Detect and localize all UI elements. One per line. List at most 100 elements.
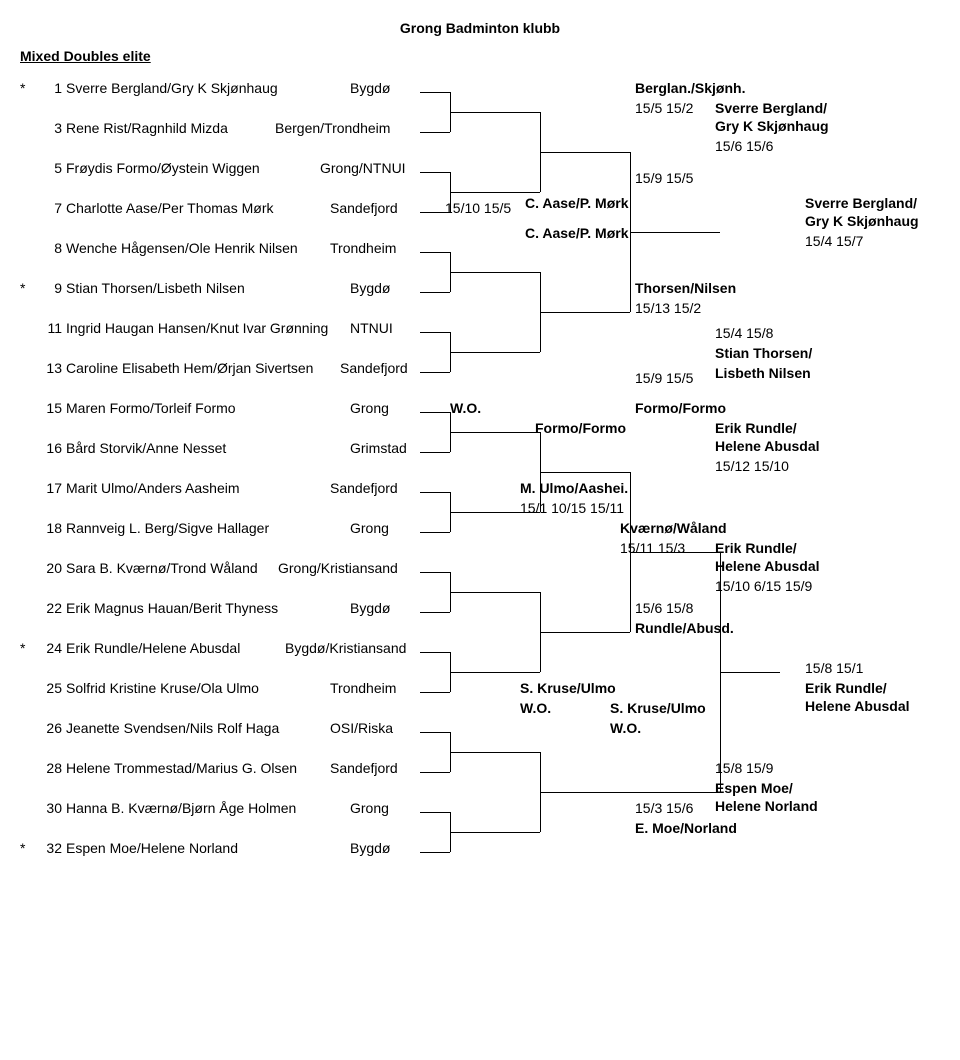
connector	[420, 532, 450, 533]
club-name: Grong/Kristiansand	[278, 560, 398, 576]
pair-name: Rannveig L. Berg/Sigve Hallager	[66, 520, 269, 536]
connector	[450, 112, 540, 113]
connector	[420, 852, 450, 853]
connector	[420, 812, 450, 813]
score-label: 15/4 15/7	[805, 233, 863, 249]
pair-name: Wenche Hågensen/Ole Henrik Nilsen	[66, 240, 298, 256]
score-label: 15/11 15/3	[620, 540, 685, 556]
club-name: Bygdø	[350, 280, 390, 296]
connector	[450, 432, 540, 433]
club-name: Bygdø	[350, 80, 390, 96]
bracket-entry: 30Hanna B. Kværnø/Bjørn Åge HolmenGrong	[20, 800, 440, 816]
club-name: OSI/Riska	[330, 720, 393, 736]
pair-name: Maren Formo/Torleif Formo	[66, 400, 236, 416]
winner-label: Gry K Skjønhaug	[805, 213, 919, 229]
connector	[450, 832, 540, 833]
connector	[450, 592, 540, 593]
entry-number: 9	[38, 280, 66, 296]
connector	[420, 692, 450, 693]
winner-label: Erik Rundle/	[805, 680, 887, 696]
pair-name: Charlotte Aase/Per Thomas Mørk	[66, 200, 273, 216]
club-name: Sandefjord	[330, 480, 398, 496]
winner-label: W.O.	[610, 720, 641, 736]
winner-label: C. Aase/P. Mørk	[525, 195, 629, 211]
connector	[420, 452, 450, 453]
winner-label: Rundle/Abusd.	[635, 620, 734, 636]
connector	[420, 292, 450, 293]
score-label: 15/6 15/8	[635, 600, 693, 616]
entry-number: 30	[38, 800, 66, 816]
pair-name: Frøydis Formo/Øystein Wiggen	[66, 160, 260, 176]
winner-label: Sverre Bergland/	[715, 100, 827, 116]
pair-name: Sara B. Kværnø/Trond Wåland	[66, 560, 258, 576]
seed-marker: *	[20, 80, 38, 96]
winner-label: Formo/Formo	[535, 420, 626, 436]
pair-name: Ingrid Haugan Hansen/Knut Ivar Grønning	[66, 320, 328, 336]
bracket-entry: *24Erik Rundle/Helene AbusdalBygdø/Krist…	[20, 640, 440, 656]
pair-name: Marit Ulmo/Anders Aasheim	[66, 480, 240, 496]
connector	[420, 652, 450, 653]
club-name: Bygdø/Kristiansand	[285, 640, 406, 656]
winner-label: Helene Abusdal	[805, 698, 910, 714]
winner-label: Lisbeth Nilsen	[715, 365, 811, 381]
bracket-entry: 5Frøydis Formo/Øystein WiggenGrong/NTNUI	[20, 160, 440, 176]
entry-number: 17	[38, 480, 66, 496]
bracket-entry: 18Rannveig L. Berg/Sigve HallagerGrong	[20, 520, 440, 536]
entry-number: 32	[38, 840, 66, 856]
entry-number: 22	[38, 600, 66, 616]
club-name: Trondheim	[330, 240, 396, 256]
score-label: 15/1 10/15 15/11	[520, 500, 624, 516]
seed-marker: *	[20, 280, 38, 296]
club-name: Sandefjord	[330, 760, 398, 776]
entry-number: 7	[38, 200, 66, 216]
winner-label: S. Kruse/Ulmo	[520, 680, 616, 696]
bracket-entry: *32Espen Moe/Helene NorlandBygdø	[20, 840, 440, 856]
connector	[720, 672, 780, 673]
connector	[450, 672, 540, 673]
club-name: Grong/NTNUI	[320, 160, 406, 176]
bracket-entry: 25Solfrid Kristine Kruse/Ola UlmoTrondhe…	[20, 680, 440, 696]
connector	[420, 372, 450, 373]
bracket-entry: 11Ingrid Haugan Hansen/Knut Ivar Grønnin…	[20, 320, 440, 336]
connector	[540, 152, 630, 153]
bracket-entry: 26Jeanette Svendsen/Nils Rolf HagaOSI/Ri…	[20, 720, 440, 736]
score-label: 15/6 15/6	[715, 138, 773, 154]
winner-label: Helene Abusdal	[715, 558, 820, 574]
winner-label: C. Aase/P. Mørk	[525, 225, 629, 241]
connector	[420, 612, 450, 613]
page-title: Grong Badminton klubb	[20, 20, 940, 36]
connector	[420, 772, 450, 773]
bracket-entry: 3Rene Rist/Ragnhild MizdaBergen/Trondhei…	[20, 120, 440, 136]
pair-name: Jeanette Svendsen/Nils Rolf Haga	[66, 720, 279, 736]
score-label: 15/5 15/2	[635, 100, 693, 116]
pair-name: Caroline Elisabeth Hem/Ørjan Sivertsen	[66, 360, 313, 376]
connector	[540, 632, 630, 633]
entry-number: 16	[38, 440, 66, 456]
winner-label: Erik Rundle/	[715, 540, 797, 556]
entry-number: 11	[38, 320, 66, 336]
winner-label: Erik Rundle/	[715, 420, 797, 436]
bracket-entry: 20Sara B. Kværnø/Trond WålandGrong/Krist…	[20, 560, 440, 576]
entry-number: 3	[38, 120, 66, 136]
bracket-entry: 28Helene Trommestad/Marius G. OlsenSande…	[20, 760, 440, 776]
club-name: Grong	[350, 400, 389, 416]
bracket-entry: 22Erik Magnus Hauan/Berit ThynessBygdø	[20, 600, 440, 616]
score-label: 15/8 15/1	[805, 660, 863, 676]
connector	[450, 352, 540, 353]
entry-number: 24	[38, 640, 66, 656]
winner-label: Espen Moe/	[715, 780, 793, 796]
connector	[540, 312, 630, 313]
club-name: Grimstad	[350, 440, 407, 456]
bracket-entry: 8Wenche Hågensen/Ole Henrik NilsenTrondh…	[20, 240, 440, 256]
bracket-entry: *9Stian Thorsen/Lisbeth NilsenBygdø	[20, 280, 440, 296]
score-label: 15/10 15/5	[445, 200, 511, 216]
connector	[420, 572, 450, 573]
bracket-container: *1Sverre Bergland/Gry K SkjønhaugBygdø3R…	[20, 80, 940, 1040]
entry-number: 1	[38, 80, 66, 96]
connector	[630, 792, 720, 793]
club-name: Bergen/Trondheim	[275, 120, 390, 136]
score-label: 15/3 15/6	[635, 800, 693, 816]
connector	[540, 472, 630, 473]
connector	[420, 92, 450, 93]
entry-number: 13	[38, 360, 66, 376]
